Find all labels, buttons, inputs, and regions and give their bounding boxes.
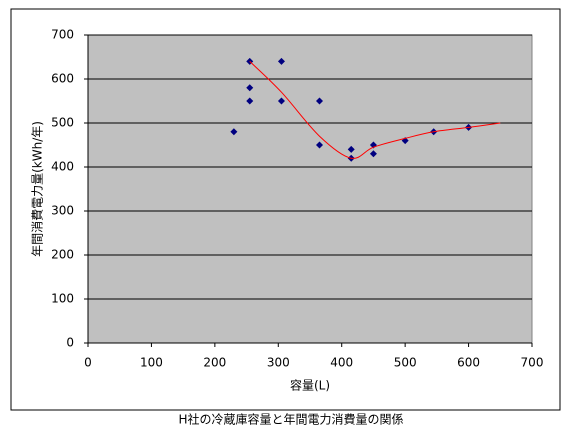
data-point — [230, 128, 238, 136]
x-tick-label: 700 — [521, 356, 544, 370]
data-point — [277, 97, 285, 105]
y-tick-label: 400 — [51, 160, 74, 174]
x-tick-label: 400 — [330, 356, 353, 370]
y-tick-label: 600 — [51, 72, 74, 86]
y-tick-label: 200 — [51, 248, 74, 262]
y-tick-label: 0 — [66, 336, 74, 350]
x-tick-label: 300 — [267, 356, 290, 370]
x-tick-label: 100 — [140, 356, 163, 370]
y-tick-label: 100 — [51, 292, 74, 306]
chart-caption: H社の冷蔵庫容量と年間電力消費量の関係 — [178, 412, 403, 427]
x-tick-label: 0 — [84, 356, 92, 370]
data-point — [246, 84, 254, 92]
data-point — [316, 97, 324, 105]
data-point — [369, 150, 377, 158]
x-tick-label: 600 — [457, 356, 480, 370]
data-point — [246, 97, 254, 105]
x-axis-label: 容量(L) — [290, 378, 330, 393]
y-tick-label: 700 — [51, 28, 74, 42]
x-tick-label: 200 — [203, 356, 226, 370]
data-point — [347, 145, 355, 153]
plot-area — [87, 34, 533, 344]
y-tick-label: 300 — [51, 204, 74, 218]
x-tick-label: 500 — [394, 356, 417, 370]
data-point — [277, 57, 285, 65]
y-tick-label: 500 — [51, 116, 74, 130]
y-axis-label: 年間消費電力量(kWh/年) — [30, 121, 45, 257]
data-point — [316, 141, 324, 149]
trend-line — [249, 61, 501, 159]
